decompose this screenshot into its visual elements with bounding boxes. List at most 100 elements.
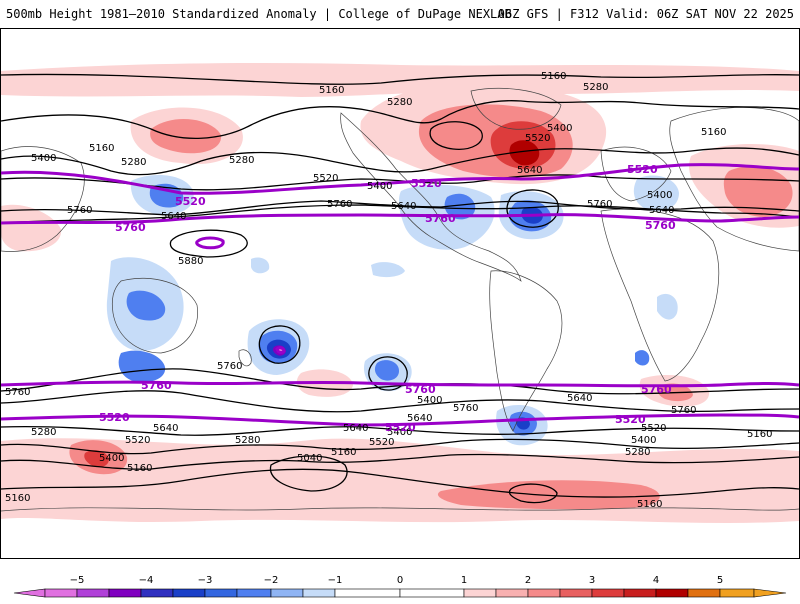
label-5640: 5640 xyxy=(407,413,432,424)
title-bar: 500mb Height 1981–2010 Standardized Anom… xyxy=(0,0,800,28)
colorbar-tick: −5 xyxy=(70,575,85,586)
contour-closed-low-southern xyxy=(258,325,301,364)
swatch-neg5 xyxy=(44,588,78,598)
colorbar-tick: −1 xyxy=(328,575,343,586)
anomaly-positive-southern-ocean-antarctic xyxy=(437,480,660,510)
label-5400: 5400 xyxy=(631,435,656,446)
coastline-new-zealand xyxy=(238,349,252,367)
label-5640: 5640 xyxy=(391,201,416,212)
purple-5520-north xyxy=(1,163,799,195)
label-5640: 5640 xyxy=(153,423,178,434)
swatch-pos5 xyxy=(719,588,755,598)
swatch-pos4 xyxy=(655,588,689,598)
map-title: 500mb Height 1981–2010 Standardized Anom… xyxy=(6,7,512,21)
purple-5880-ring xyxy=(195,236,225,250)
label-5760: 5760 xyxy=(5,387,30,398)
label-5520: 5520 xyxy=(525,133,550,144)
label-5760-purple: 5760 xyxy=(641,383,672,396)
contour-closed-low-pacific xyxy=(429,121,483,150)
anomaly-negative-america-north-core xyxy=(444,193,476,220)
swatch-pos3 xyxy=(591,588,625,598)
colorbar-tick: 1 xyxy=(461,575,467,586)
coastlines xyxy=(1,88,799,512)
label-5760: 5760 xyxy=(327,199,352,210)
label-5160: 5160 xyxy=(701,127,726,138)
label-5280: 5280 xyxy=(31,427,56,438)
coastline-australia xyxy=(111,277,198,354)
contour-5280-north xyxy=(1,100,799,140)
swatch-neg1 xyxy=(302,588,336,598)
label-5520: 5520 xyxy=(125,435,150,446)
anomaly-negative-tropics-a xyxy=(251,257,270,274)
contour-5520-south xyxy=(1,425,799,436)
label-5760-purple: 5760 xyxy=(645,219,676,232)
contour-5880-ring xyxy=(169,229,248,258)
coastline-antarctica xyxy=(1,507,799,512)
label-5280: 5280 xyxy=(229,155,254,166)
label-5760-purple: 5760 xyxy=(115,221,146,234)
swatch-neg45 xyxy=(76,588,110,598)
swatch-pos1 xyxy=(463,588,497,598)
colorbar-tick: 5 xyxy=(717,575,723,586)
coastline-asia xyxy=(669,107,799,252)
anomaly-negative-south-atlantic xyxy=(635,350,650,366)
label-5400: 5400 xyxy=(387,427,412,438)
contour-closed-antarctic xyxy=(508,483,558,504)
colorbar-labels: −5 −4 −3 −2 −1 0 1 2 3 4 5 xyxy=(70,575,724,586)
anomaly-negative-tropics-b xyxy=(371,262,405,278)
label-5880: 5880 xyxy=(178,256,203,267)
swatch-neg2 xyxy=(236,588,272,598)
swatch-pos5-tip xyxy=(753,588,787,598)
label-5760-purple: 5760 xyxy=(425,212,456,225)
purple-5760-south xyxy=(1,380,799,388)
label-5400: 5400 xyxy=(547,123,572,134)
colorbar-tick: 0 xyxy=(397,575,403,586)
label-5400: 5400 xyxy=(417,395,442,406)
swatch-neg4 xyxy=(108,588,142,598)
anomaly-colorbar: −5 −4 −3 −2 −1 0 1 2 3 4 5 xyxy=(0,572,800,600)
swatch-neg35 xyxy=(140,588,174,598)
label-5520: 5520 xyxy=(369,437,394,448)
anomaly-positive-arctic xyxy=(1,63,799,97)
swatch-neg25 xyxy=(204,588,238,598)
swatch-pos45 xyxy=(687,588,721,598)
purple-contour-labels: 5520 5520 5520 5520 5520 5520 5760 5760 … xyxy=(99,163,676,434)
contour-5160-north xyxy=(1,73,799,85)
contour-5160-south xyxy=(1,468,799,498)
label-5760-purple: 5760 xyxy=(405,383,436,396)
anomaly-positive-pacific-north-core xyxy=(150,118,222,154)
label-5160: 5160 xyxy=(331,447,356,458)
colorbar-tick: 3 xyxy=(589,575,595,586)
map-panel[interactable]: 5160 5160 5160 5160 5160 5160 5160 5280 … xyxy=(0,28,800,559)
anomaly-positive-atlantic-north-peak xyxy=(509,140,540,166)
contour-5640-south xyxy=(1,390,799,413)
label-5160: 5160 xyxy=(541,71,566,82)
label-5640: 5640 xyxy=(517,165,542,176)
label-5520-purple: 5520 xyxy=(411,177,442,190)
label-5160: 5160 xyxy=(319,85,344,96)
coastline-south-america xyxy=(489,270,563,432)
label-5400: 5400 xyxy=(367,181,392,192)
anomaly-negative-australia-south xyxy=(118,350,166,383)
swatch-pos35 xyxy=(623,588,657,598)
label-5520-purple: 5520 xyxy=(615,413,646,426)
contour-5040-south xyxy=(269,455,348,492)
swatch-pos25 xyxy=(559,588,593,598)
contour-5760-north xyxy=(1,204,799,224)
map-svg: 5160 5160 5160 5160 5160 5160 5160 5280 … xyxy=(1,63,799,523)
label-5760: 5760 xyxy=(67,205,92,216)
swatch-zero-pos xyxy=(399,588,465,598)
label-5040: 5040 xyxy=(297,453,322,464)
swatch-pos15 xyxy=(495,588,529,598)
label-5760: 5760 xyxy=(587,199,612,210)
label-5400: 5400 xyxy=(31,153,56,164)
colorbar-tick: −3 xyxy=(198,575,213,586)
label-5760-purple: 5760 xyxy=(141,379,172,392)
purple-5760-north xyxy=(1,213,799,225)
contour-5400-north xyxy=(1,147,799,176)
contour-5400-south xyxy=(1,438,799,455)
model-valid-time: 06Z GFS | F312 Valid: 06Z SAT NOV 22 202… xyxy=(497,7,794,21)
colorbar-tick: 4 xyxy=(653,575,659,586)
label-5760: 5760 xyxy=(671,405,696,416)
contour-closed-low-south-pacific xyxy=(368,356,408,391)
